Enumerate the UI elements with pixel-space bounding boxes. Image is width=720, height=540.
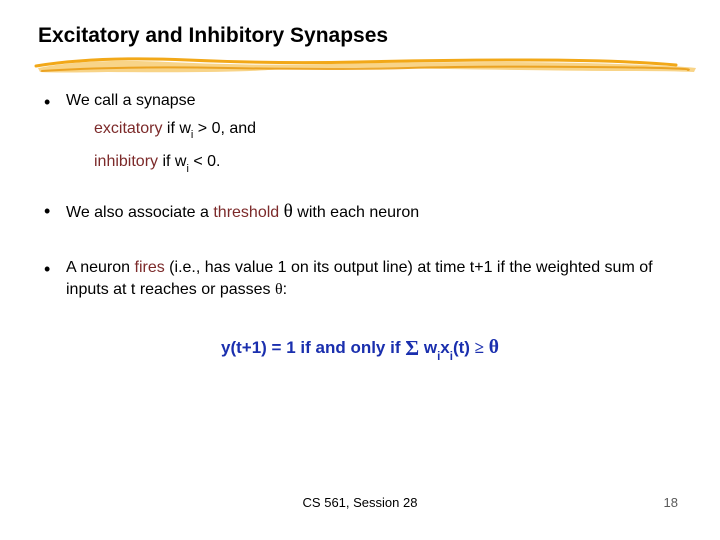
exc-sub-i: i: [191, 129, 193, 141]
term-excitatory: excitatory: [94, 120, 162, 137]
brush-underline-icon: [28, 52, 708, 78]
bullet-1-sub-inhibitory: inhibitory if wi < 0.: [94, 151, 682, 175]
formula-mid-a: w: [419, 338, 437, 357]
inh-sub-i: i: [186, 163, 188, 175]
theta-symbol: θ: [284, 201, 293, 222]
bullet-1-text: We call a synapse: [66, 92, 196, 109]
b2-c: with each neuron: [293, 204, 419, 221]
page-number: 18: [664, 495, 678, 510]
formula-mid-c: (t): [453, 338, 475, 357]
spacer: [38, 185, 682, 199]
formula-sub-i2: i: [450, 351, 453, 363]
formula-mid-b: x: [440, 338, 449, 357]
bullet-list: We call a synapse excitatory if wi > 0, …: [38, 90, 682, 300]
exc-tail-a: if w: [162, 120, 190, 137]
slide-title: Excitatory and Inhibitory Synapses: [38, 24, 682, 48]
formula-line: y(t+1) = 1 if and only if Σ wixi(t) ≥ θ: [38, 334, 682, 360]
slide-footer: CS 561, Session 28: [0, 495, 720, 510]
slide: Excitatory and Inhibitory Synapses We ca…: [0, 0, 720, 540]
spacer: [38, 231, 682, 257]
b3-c: :: [283, 281, 287, 298]
exc-tail-b: > 0, and: [193, 120, 256, 137]
theta-symbol-2: θ: [275, 281, 283, 298]
term-fires: fires: [135, 259, 165, 276]
sigma-symbol: Σ: [405, 336, 419, 360]
bullet-1-sub-excitatory: excitatory if wi > 0, and: [94, 118, 682, 142]
term-threshold: threshold: [213, 204, 279, 221]
bullet-3: A neuron fires (i.e., has value 1 on its…: [38, 257, 682, 300]
bullet-2: We also associate a threshold θ with eac…: [38, 199, 682, 225]
inh-tail-a: if w: [158, 153, 186, 170]
inh-tail-b: < 0.: [189, 153, 221, 170]
b2-a: We also associate a: [66, 204, 213, 221]
title-underline-stroke: [38, 54, 682, 76]
b3-a: A neuron: [66, 259, 135, 276]
formula-sub-i1: i: [437, 351, 440, 363]
formula-theta: θ: [489, 337, 499, 358]
term-inhibitory: inhibitory: [94, 153, 158, 170]
bullet-1: We call a synapse: [38, 90, 682, 112]
ge-symbol: ≥: [475, 338, 484, 357]
formula-lhs: y(t+1) = 1 if and only if: [221, 338, 405, 357]
